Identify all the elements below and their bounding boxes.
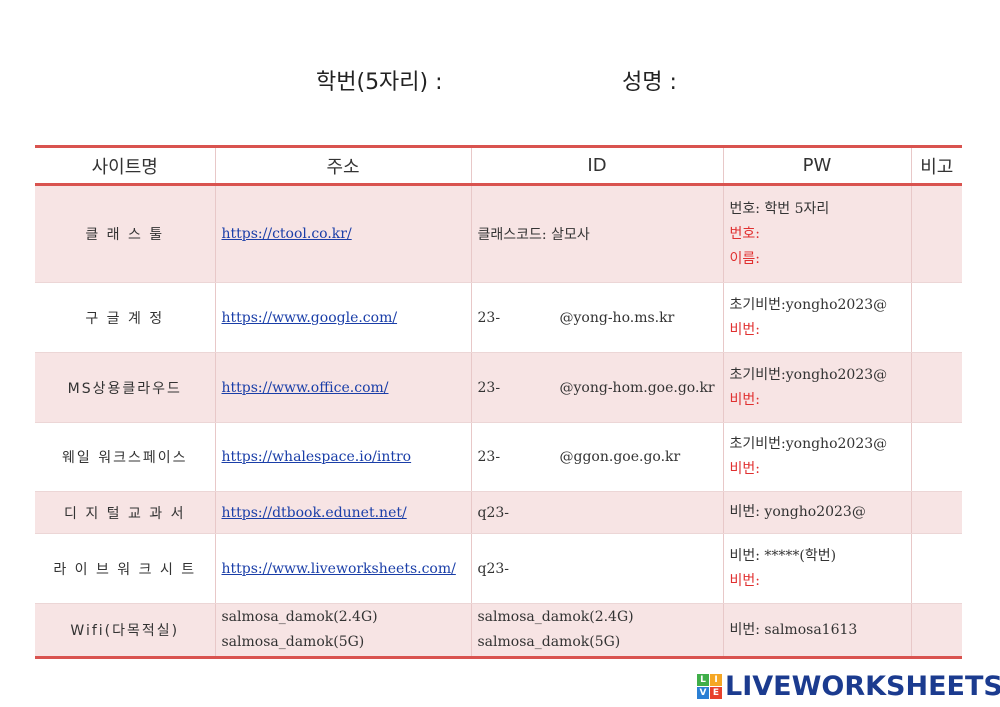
note-cell[interactable] xyxy=(910,603,962,659)
site-link[interactable]: https://www.office.com/ xyxy=(221,379,389,396)
id-line: salmosa_damok(2.4G) xyxy=(477,609,634,625)
site-name: 라 이 브 워 크 시 트 xyxy=(35,533,216,604)
account-table: 사이트명 주소 ID PW 비고 클 래 스 툴 https://ctool.c… xyxy=(35,145,962,659)
id-cell: 23- @ggon.goe.go.kr xyxy=(470,422,724,492)
pw-line: 초기비번:yongho2023@ xyxy=(729,366,888,383)
table-header: 사이트명 주소 ID PW 비고 xyxy=(35,145,962,186)
site-name: 구 글 계 정 xyxy=(35,282,216,353)
pw-line: 비번: *****(학번) xyxy=(729,547,837,564)
name-label: 성명 : xyxy=(622,70,677,95)
id-suffix: @yong-ho.ms.kr xyxy=(559,309,675,326)
id-prefix: 23- xyxy=(477,449,501,465)
pw-cell: 초기비번:yongho2023@ 비번: xyxy=(722,282,912,353)
site-link[interactable]: https://www.google.com/ xyxy=(221,309,398,326)
id-prefix: 23- xyxy=(477,309,501,326)
address-line: salmosa_damok(5G) xyxy=(221,634,365,650)
table-row: 구 글 계 정 https://www.google.com/ 23- @yong… xyxy=(35,282,962,353)
note-cell[interactable] xyxy=(910,491,962,534)
site-name: 웨일 워크스페이스 xyxy=(35,422,216,492)
id-prefix: q23- xyxy=(477,560,510,577)
id-cell: q23- xyxy=(470,533,724,604)
note-cell[interactable] xyxy=(910,282,962,353)
pw-cell: 비번: *****(학번) 비번: xyxy=(722,533,912,604)
pw-cell: 비번: salmosa1613 xyxy=(722,603,912,659)
address-cell: https://dtbook.edunet.net/ xyxy=(214,491,472,534)
site-name: Wifi(다목적실) xyxy=(35,603,216,659)
id-prefix: q23- xyxy=(477,504,510,521)
col-address: 주소 xyxy=(214,145,472,186)
site-link[interactable]: https://www.liveworksheets.com/ xyxy=(221,560,456,577)
col-site: 사이트명 xyxy=(35,145,216,186)
id-prefix: 23- xyxy=(477,379,501,396)
pw-line: 비번: xyxy=(729,461,760,477)
address-cell: https://ctool.co.kr/ xyxy=(214,184,472,283)
address-cell: https://www.google.com/ xyxy=(214,282,472,353)
pw-cell: 초기비번:yongho2023@ 비번: xyxy=(722,422,912,492)
student-id-label: 학번(5자리) : xyxy=(316,70,443,95)
id-cell: 클래스코드: 살모사 xyxy=(470,184,724,283)
site-link[interactable]: https://whalespace.io/intro xyxy=(221,449,412,465)
pw-line: 번호: 학번 5자리 xyxy=(729,200,830,217)
logo-text: LIVEWORKSHEETS xyxy=(725,671,1000,702)
id-cell: 23- @yong-hom.goe.go.kr xyxy=(470,352,724,423)
table-row: MS상용클라우드 https://www.office.com/ 23- @yon… xyxy=(35,352,962,423)
id-suffix: @ggon.goe.go.kr xyxy=(559,449,681,465)
address-cell: salmosa_damok(2.4G) salmosa_damok(5G) xyxy=(214,603,472,659)
pw-line: 비번: xyxy=(729,572,760,589)
pw-cell: 초기비번:yongho2023@ 비번: xyxy=(722,352,912,423)
site-link[interactable]: https://dtbook.edunet.net/ xyxy=(221,504,407,521)
note-cell[interactable] xyxy=(910,422,962,492)
pw-line: 비번: yongho2023@ xyxy=(729,504,866,520)
col-note: 비고 xyxy=(910,145,962,186)
site-name: 클 래 스 툴 xyxy=(35,184,216,283)
address-cell: https://www.liveworksheets.com/ xyxy=(214,533,472,604)
pw-line: 초기비번:yongho2023@ xyxy=(729,436,888,452)
pw-cell: 비번: yongho2023@ xyxy=(722,491,912,534)
table-row: Wifi(다목적실) salmosa_damok(2.4G) salmosa_da… xyxy=(35,603,962,659)
col-id: ID xyxy=(470,145,724,186)
address-cell: https://whalespace.io/intro xyxy=(214,422,472,492)
table-row: 클 래 스 툴 https://ctool.co.kr/ 클래스코드: 살모사 … xyxy=(35,184,962,283)
pw-line: 이름: xyxy=(729,250,760,267)
address-line: salmosa_damok(2.4G) xyxy=(221,609,378,625)
note-cell[interactable] xyxy=(910,352,962,423)
id-suffix: @yong-hom.goe.go.kr xyxy=(559,379,715,396)
table-row: 웨일 워크스페이스 https://whalespace.io/intro 23… xyxy=(35,422,962,492)
col-pw: PW xyxy=(722,145,912,186)
pw-line: 비번: salmosa1613 xyxy=(729,621,858,638)
id-text: 클래스코드: 살모사 xyxy=(477,227,590,243)
note-cell[interactable] xyxy=(910,533,962,604)
address-cell: https://www.office.com/ xyxy=(214,352,472,423)
id-cell: 23- @yong-ho.ms.kr xyxy=(470,282,724,353)
id-cell: q23- xyxy=(470,491,724,534)
site-link[interactable]: https://ctool.co.kr/ xyxy=(221,226,352,242)
pw-line: 초기비번:yongho2023@ xyxy=(729,296,888,313)
note-cell[interactable] xyxy=(910,184,962,283)
table-row: 라 이 브 워 크 시 트 https://www.liveworksheets… xyxy=(35,533,962,604)
table-row: 디 지 털 교 과 서 https://dtbook.edunet.net/ q… xyxy=(35,491,962,534)
pw-line: 번호: xyxy=(729,225,760,242)
id-cell: salmosa_damok(2.4G) salmosa_damok(5G) xyxy=(470,603,724,659)
site-name: MS상용클라우드 xyxy=(35,352,216,423)
pw-line: 비번: xyxy=(729,391,760,408)
pw-line: 비번: xyxy=(729,321,760,338)
id-line: salmosa_damok(5G) xyxy=(477,634,621,650)
site-name: 디 지 털 교 과 서 xyxy=(35,491,216,534)
